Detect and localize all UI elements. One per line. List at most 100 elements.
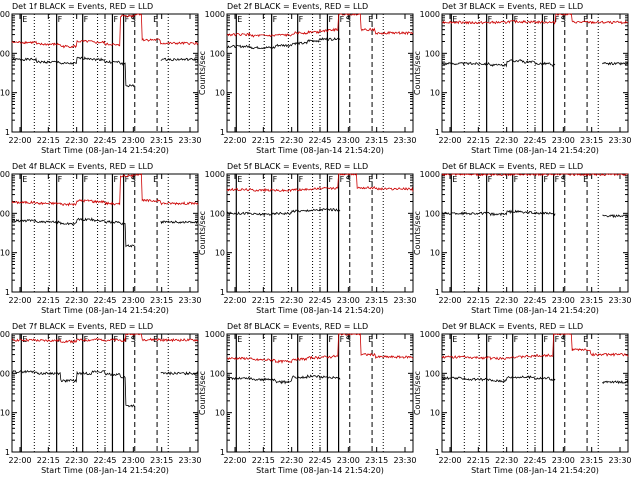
marker-label: E xyxy=(368,15,373,24)
x-tick-label: 23:15 xyxy=(150,456,173,465)
marker-label: E xyxy=(583,15,588,24)
x-tick-label: 22:45 xyxy=(308,136,331,145)
plot-frame xyxy=(11,333,199,453)
y-tick-label: 100 xyxy=(0,209,10,218)
chart-title: Det 4f BLACK = Events, RED = LLD xyxy=(12,162,153,171)
marker-label: E xyxy=(237,335,242,344)
x-tick-label: 23:15 xyxy=(150,296,173,305)
y-tick-label: 10 xyxy=(0,409,10,418)
y-tick-label: 1 xyxy=(5,128,10,137)
x-tick-label: 23:00 xyxy=(122,296,145,305)
marker-label: E xyxy=(452,335,457,344)
x-tick-label: 22:00 xyxy=(223,296,246,305)
marker-label: S xyxy=(561,335,566,344)
marker-label: E xyxy=(153,15,158,24)
x-axis-label: Start Time (08-Jan-14 21:54:20) xyxy=(41,466,169,475)
y-tick-label: 1 xyxy=(435,448,440,457)
x-tick-label: 23:00 xyxy=(552,136,575,145)
x-tick-label: 22:15 xyxy=(37,296,60,305)
y-tick-label: 1 xyxy=(435,288,440,297)
marker-label: F xyxy=(488,335,493,344)
plot-frame xyxy=(11,13,199,133)
marker-label: F xyxy=(543,335,548,344)
x-axis-label: Start Time (08-Jan-14 21:54:20) xyxy=(41,146,169,155)
marker-label: F xyxy=(299,175,304,184)
marker-label: E xyxy=(22,335,27,344)
x-tick-label: 23:15 xyxy=(150,136,173,145)
x-tick-label: 23:30 xyxy=(608,456,631,465)
chart-panel-9: Det 9f BLACK = Events, RED = LLD 1 10 100 10… xyxy=(413,322,632,475)
plot-frame xyxy=(441,13,629,133)
marker-label: S xyxy=(346,175,351,184)
x-axis-label: Start Time (08-Jan-14 21:54:20) xyxy=(471,306,599,315)
marker-label: F xyxy=(299,15,304,24)
x-tick-label: 23:00 xyxy=(337,456,360,465)
marker-label: E xyxy=(452,15,457,24)
marker-label: F xyxy=(58,175,63,184)
y-tick-label: 10 xyxy=(430,249,440,258)
chart-panel-4: Det 4f BLACK = Events, RED = LLD 1 10 100 10… xyxy=(0,162,202,315)
marker-label: F xyxy=(328,175,333,184)
marker-label: E xyxy=(237,15,242,24)
y-tick-label: 100 xyxy=(425,369,440,378)
y-tick-label: 100 xyxy=(425,209,440,218)
chart-title: Det 2f BLACK = Events, RED = LLD xyxy=(227,2,368,11)
chart-title: Det 1f BLACK = Events, RED = LLD xyxy=(12,2,153,11)
series-line-events xyxy=(11,217,199,248)
marker-label: S xyxy=(131,175,136,184)
y-tick-label: 1000 xyxy=(420,10,440,19)
marker-label: F xyxy=(543,175,548,184)
y-axis-label: Counts/sec xyxy=(198,371,207,415)
x-tick-label: 23:00 xyxy=(552,296,575,305)
marker-label: F xyxy=(555,175,560,184)
marker-label: E xyxy=(22,15,27,24)
x-tick-label: 22:15 xyxy=(467,456,490,465)
y-tick-label: 1 xyxy=(220,288,225,297)
chart-title: Det 7f BLACK = Events, RED = LLD xyxy=(12,322,153,331)
marker-label: F xyxy=(125,15,130,24)
marker-label: F xyxy=(555,335,560,344)
y-tick-label: 1000 xyxy=(0,330,10,339)
marker-label: F xyxy=(125,335,130,344)
y-tick-label: 1000 xyxy=(420,330,440,339)
x-tick-label: 22:45 xyxy=(93,456,116,465)
marker-label: F xyxy=(514,335,519,344)
series-line-events xyxy=(226,207,341,217)
x-tick-label: 22:15 xyxy=(467,296,490,305)
x-tick-label: 22:45 xyxy=(308,296,331,305)
x-tick-label: 22:30 xyxy=(495,136,518,145)
plot-frame xyxy=(226,173,414,293)
marker-label: S xyxy=(561,175,566,184)
marker-label: E xyxy=(153,175,158,184)
series-line-events xyxy=(441,375,629,385)
series-line-events xyxy=(227,374,341,385)
y-tick-label: 100 xyxy=(210,369,225,378)
chart-title: Det 8f BLACK = Events, RED = LLD xyxy=(227,322,368,331)
marker-label: F xyxy=(488,15,493,24)
marker-label: F xyxy=(488,175,493,184)
plot-frame xyxy=(226,333,414,453)
x-tick-label: 22:15 xyxy=(37,456,60,465)
x-axis-label: Start Time (08-Jan-14 21:54:20) xyxy=(471,466,599,475)
marker-label: F xyxy=(328,15,333,24)
y-tick-label: 10 xyxy=(215,249,225,258)
x-tick-label: 22:15 xyxy=(467,136,490,145)
series-line-lld xyxy=(441,173,628,177)
marker-label: F xyxy=(340,15,345,24)
marker-label: E xyxy=(368,175,373,184)
marker-label: F xyxy=(84,335,89,344)
marker-label: E xyxy=(237,175,242,184)
x-tick-label: 22:30 xyxy=(65,456,88,465)
marker-label: E xyxy=(452,175,457,184)
chart-panel-1: Det 1f BLACK = Events, RED = LLD 1 10 100 10… xyxy=(0,2,202,155)
series-line-lld xyxy=(442,13,629,25)
plot-frame xyxy=(226,13,414,133)
y-tick-label: 1000 xyxy=(0,170,10,179)
marker-label: E xyxy=(583,335,588,344)
x-tick-label: 23:00 xyxy=(552,456,575,465)
y-tick-label: 1 xyxy=(220,448,225,457)
x-tick-label: 23:30 xyxy=(393,456,416,465)
marker-label: F xyxy=(543,15,548,24)
series-line-lld xyxy=(226,173,414,193)
